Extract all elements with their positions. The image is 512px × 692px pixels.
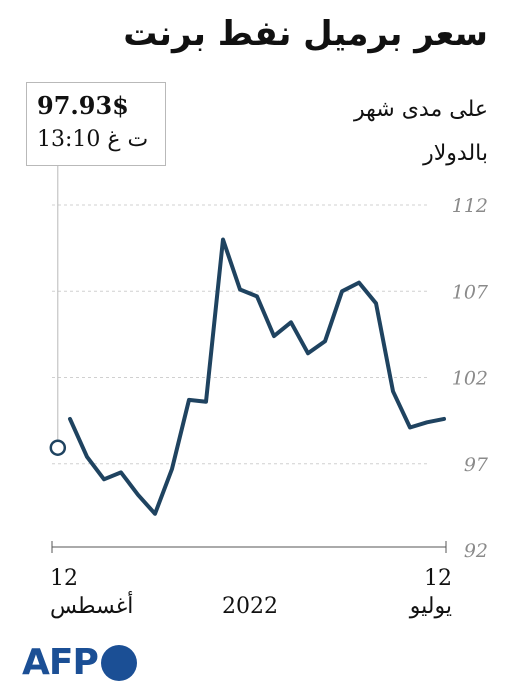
x-label-left-day: 12 (50, 566, 78, 591)
callout-price: 97.93$ (37, 91, 129, 120)
x-label-right-day: 12 (424, 566, 452, 591)
last-point-marker (49, 439, 67, 456)
y-tick-label: 92 (464, 540, 488, 562)
y-tick-label: 97 (464, 454, 489, 476)
x-label-right-month: يوليو (409, 594, 452, 619)
y-tick-label: 102 (452, 368, 488, 390)
afp-logo-dot (100, 645, 137, 681)
y-tick-label: 112 (452, 195, 488, 217)
x-label-year: 2022 (222, 594, 278, 619)
chart-title: سعر برميل نفط برنت (123, 14, 488, 54)
callout-time: 13:10 ت غ (37, 127, 149, 152)
price-callout: 97.93$ 13:10 ت غ (26, 82, 166, 166)
x-label-left-month: أغسطس (50, 594, 134, 619)
chart-subtitle: على مدى شهر بالدولار (354, 88, 488, 176)
series-line (68, 237, 446, 516)
x-axis (51, 541, 447, 553)
gridlines: 112 107 102 97 92 (52, 195, 489, 562)
afp-logo: AFP (22, 644, 137, 682)
subtitle-unit: بالدولار (423, 141, 488, 166)
subtitle-period: على مدى شهر (354, 97, 488, 122)
y-tick-label: 107 (452, 281, 489, 303)
afp-logo-text: AFP (22, 642, 99, 683)
